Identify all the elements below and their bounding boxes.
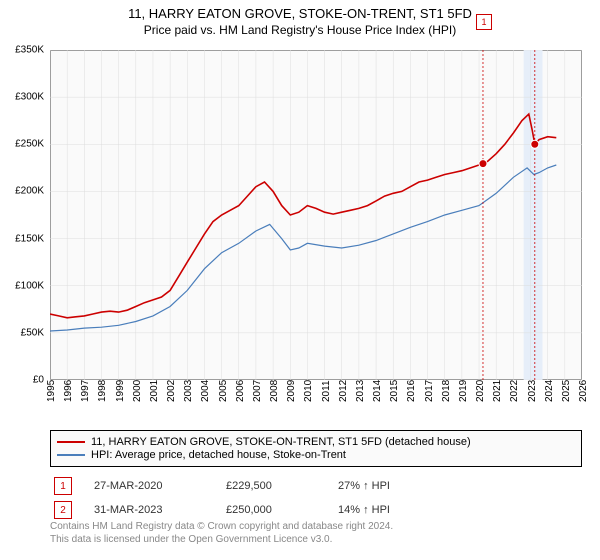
marker-callout-1: 1 — [476, 14, 492, 30]
footer: Contains HM Land Registry data © Crown c… — [50, 520, 582, 546]
title-main: 11, HARRY EATON GROVE, STOKE-ON-TRENT, S… — [0, 6, 600, 21]
series-property — [50, 114, 556, 318]
x-tick-label: 2013 — [355, 380, 366, 402]
legend-swatch — [57, 441, 85, 443]
titles: 11, HARRY EATON GROVE, STOKE-ON-TRENT, S… — [0, 0, 600, 37]
x-tick-label: 1997 — [80, 380, 91, 402]
sale-price: £229,500 — [226, 480, 316, 492]
legend-row: HPI: Average price, detached house, Stok… — [57, 449, 575, 461]
sale-marker-box: 1 — [54, 477, 72, 495]
x-tick-label: 2003 — [183, 380, 194, 402]
x-tick-label: 2025 — [561, 380, 572, 402]
x-tick-label: 2010 — [303, 380, 314, 402]
sale-diff: 14% ↑ HPI — [338, 504, 390, 516]
x-tick-label: 1998 — [97, 380, 108, 402]
y-tick-label: £250K — [15, 139, 44, 150]
y-tick-label: £200K — [15, 186, 44, 197]
legend-row: 11, HARRY EATON GROVE, STOKE-ON-TRENT, S… — [57, 436, 575, 448]
sale-date: 27-MAR-2020 — [94, 480, 204, 492]
title-subtitle: Price paid vs. HM Land Registry's House … — [0, 23, 600, 37]
legend: 11, HARRY EATON GROVE, STOKE-ON-TRENT, S… — [50, 430, 582, 467]
chart-container: 11, HARRY EATON GROVE, STOKE-ON-TRENT, S… — [0, 0, 600, 560]
x-tick-label: 1996 — [63, 380, 74, 402]
sale-diff: 27% ↑ HPI — [338, 480, 390, 492]
x-tick-label: 1995 — [46, 380, 57, 402]
x-tick-label: 2002 — [166, 380, 177, 402]
x-tick-label: 2001 — [149, 380, 160, 402]
x-tick-label: 2004 — [200, 380, 211, 402]
x-tick-label: 2023 — [527, 380, 538, 402]
series-hpi — [50, 165, 556, 331]
x-tick-label: 2021 — [492, 380, 503, 402]
y-tick-label: £0 — [33, 375, 44, 386]
sale-price: £250,000 — [226, 504, 316, 516]
legend-label: HPI: Average price, detached house, Stok… — [91, 449, 346, 461]
x-tick-label: 2006 — [235, 380, 246, 402]
y-tick-label: £100K — [15, 280, 44, 291]
x-tick-label: 2024 — [544, 380, 555, 402]
x-tick-label: 2015 — [389, 380, 400, 402]
footer-line1: Contains HM Land Registry data © Crown c… — [50, 520, 582, 533]
x-tick-label: 2000 — [132, 380, 143, 402]
sale-marker-box: 2 — [54, 501, 72, 519]
x-tick-label: 2011 — [321, 380, 332, 402]
footer-line2: This data is licensed under the Open Gov… — [50, 533, 582, 546]
y-tick-label: £300K — [15, 92, 44, 103]
sale-date: 31-MAR-2023 — [94, 504, 204, 516]
x-tick-label: 2020 — [475, 380, 486, 402]
y-tick-label: £350K — [15, 45, 44, 56]
x-tick-label: 2016 — [406, 380, 417, 402]
y-axis-labels: £0£50K£100K£150K£200K£250K£300K£350K — [0, 50, 48, 380]
x-tick-label: 2009 — [286, 380, 297, 402]
x-tick-label: 2026 — [578, 380, 589, 402]
x-tick-label: 2007 — [252, 380, 263, 402]
x-tick-label: 1999 — [115, 380, 126, 402]
x-tick-label: 2019 — [458, 380, 469, 402]
sale-row: 2 31-MAR-2023 £250,000 14% ↑ HPI — [50, 498, 582, 522]
x-tick-label: 2014 — [372, 380, 383, 402]
x-tick-label: 2008 — [269, 380, 280, 402]
sale-row: 1 27-MAR-2020 £229,500 27% ↑ HPI — [50, 474, 582, 498]
plot-area: 12 — [50, 50, 582, 380]
x-tick-label: 2012 — [338, 380, 349, 402]
y-tick-label: £50K — [21, 327, 44, 338]
x-tick-label: 2017 — [424, 380, 435, 402]
legend-swatch — [57, 454, 85, 456]
y-tick-label: £150K — [15, 233, 44, 244]
sales-table: 1 27-MAR-2020 £229,500 27% ↑ HPI 2 31-MAR-202… — [50, 474, 582, 522]
legend-label: 11, HARRY EATON GROVE, STOKE-ON-TRENT, S… — [91, 436, 471, 448]
x-tick-label: 2005 — [218, 380, 229, 402]
x-tick-label: 2018 — [441, 380, 452, 402]
x-axis-labels: 1995199619971998199920002001200220032004… — [50, 382, 582, 422]
plot-svg — [50, 50, 582, 380]
x-tick-label: 2022 — [509, 380, 520, 402]
